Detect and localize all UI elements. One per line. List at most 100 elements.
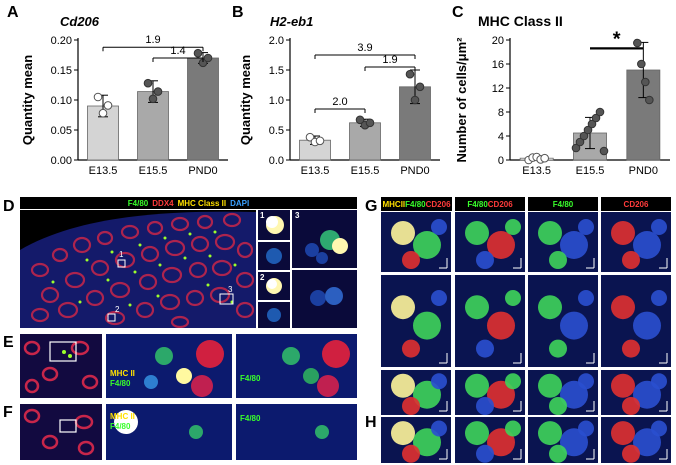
y-tick-label: 1.0: [269, 95, 284, 107]
data-point: [143, 78, 153, 88]
chart-h2-eb1: H2-eb1 Quantity mean 0.0 0.5 1.0 1.5 2.0 E13.5 E…: [238, 14, 440, 177]
cell-blob: [538, 421, 562, 446]
roi-label-2: 2: [115, 305, 120, 314]
significance-label: *: [613, 28, 621, 50]
cell-image: [391, 219, 448, 269]
chart-mhc-class-ii: MHC Class II Number of cells/μm² 0 4 8 12 16 20…: [454, 13, 670, 177]
panel-e-single-text: F4/80: [240, 374, 261, 383]
panel-g-cell: [601, 275, 671, 367]
roi-label-1: 1: [119, 250, 124, 259]
cell-blob: [651, 219, 667, 235]
data-point: [579, 131, 589, 141]
inset-1b: [258, 242, 290, 270]
cell-blob: [431, 290, 447, 306]
header-f480-3: F4/80: [552, 199, 574, 209]
cell-image: [391, 290, 448, 364]
y-tick-label: 0.00: [51, 155, 72, 167]
data-point: [315, 136, 325, 146]
y-tick-label: 2.0: [269, 35, 284, 47]
cell-blob: [505, 373, 521, 390]
panel-g-header-merge: MHCII F4/80 CD206: [381, 197, 452, 211]
legend-f480: F4/80: [127, 198, 149, 208]
panel-e-single: F4/80: [236, 334, 357, 398]
data-point: [98, 108, 108, 118]
panel-g-cell: [455, 370, 525, 415]
y-tick-label: 0.20: [51, 35, 72, 47]
cell-blob: [391, 295, 415, 320]
cell-blob: [476, 397, 494, 415]
y-tick-label: 16: [492, 59, 504, 71]
cell-blob: [578, 420, 594, 437]
data-point: [410, 95, 420, 105]
data-point: [583, 125, 593, 135]
cell-blob: [560, 231, 588, 259]
cell-blob: [402, 397, 420, 415]
panel-g-cell: [601, 212, 671, 272]
data-point: [587, 119, 597, 129]
panel-f-single: F4/80: [236, 404, 357, 460]
chart-title: H2-eb1: [270, 14, 313, 29]
cell-image: [538, 420, 595, 463]
y-tick-label: 0.05: [51, 125, 72, 137]
panel-g-cell: [528, 370, 598, 415]
panel-g-header-f480: F4/80: [528, 197, 598, 211]
cell-blob: [487, 231, 515, 259]
cell-blob: [505, 219, 521, 235]
cell-image: [611, 219, 668, 269]
cell-blob: [431, 373, 447, 390]
inset-2b: [258, 302, 290, 328]
cell-image: [465, 219, 522, 269]
cell-blob: [465, 421, 489, 446]
y-tick-label: 0.0: [269, 155, 284, 167]
panel-g-cell: [455, 275, 525, 367]
cell-blob: [391, 221, 415, 245]
inset-3a: 3: [292, 210, 357, 268]
panel-label-a: A: [7, 4, 19, 21]
data-point: [415, 82, 425, 92]
cell-blob: [413, 428, 441, 457]
data-point: [645, 95, 654, 105]
header-cd206-3: CD206: [623, 199, 649, 209]
cell-blob: [560, 380, 588, 409]
cell-blob: [413, 380, 441, 409]
y-axis-label: Quantity mean: [20, 55, 35, 145]
data-point: [637, 59, 646, 69]
cell-image: [391, 373, 448, 415]
cell-blob: [413, 311, 441, 340]
cell-blob: [633, 428, 661, 457]
cell-blob: [622, 251, 640, 269]
cell-blob: [476, 444, 494, 463]
cell-blob: [538, 221, 562, 245]
cell-blob: [611, 221, 635, 245]
data-point: [633, 38, 642, 48]
cell-blob: [391, 373, 415, 398]
data-point: [365, 118, 375, 128]
cell-blob: [560, 428, 588, 457]
cell-blob: [651, 373, 667, 390]
cell-blob: [505, 420, 521, 437]
panel-g-cell: [601, 370, 671, 415]
panel-g-cell: [528, 275, 598, 367]
header-mhcii: MHCII: [382, 199, 406, 209]
panel-g-cell: [528, 212, 598, 272]
cell-image: [465, 420, 522, 463]
data-point: [193, 48, 203, 58]
cell-blob: [476, 339, 494, 358]
cell-blob: [611, 295, 635, 320]
header-cd206: CD206: [425, 199, 451, 209]
panel-g-cell: [601, 417, 671, 463]
cell-blob: [465, 373, 489, 398]
x-tick-label: PND0: [400, 165, 429, 177]
cell-blob: [611, 421, 635, 446]
cell-blob: [465, 295, 489, 320]
cell-blob: [402, 444, 420, 463]
data-point: [641, 77, 650, 87]
data-point: [595, 107, 605, 117]
cell-blob: [487, 428, 515, 457]
panel-g-cell: [528, 417, 598, 463]
cell-blob: [578, 219, 594, 235]
bar: [187, 57, 219, 161]
y-tick-label: 20: [492, 35, 504, 47]
panel-label-b: B: [232, 4, 244, 21]
data-point: [203, 53, 213, 63]
